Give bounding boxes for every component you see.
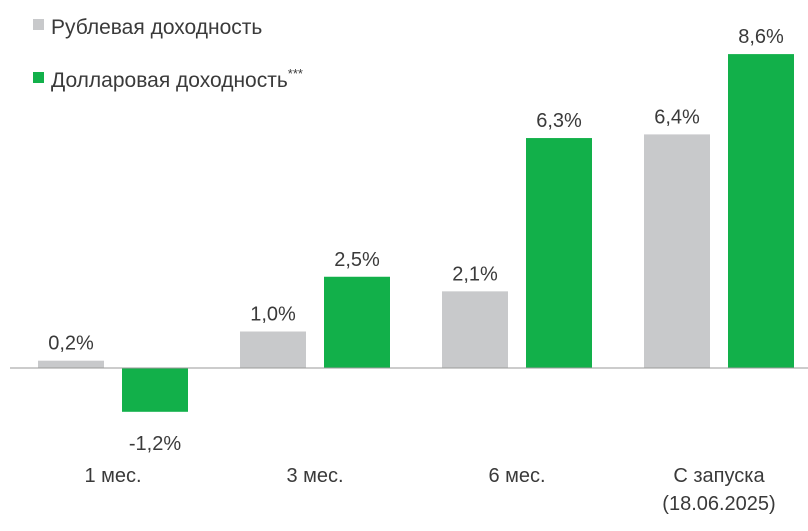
value-label-dollar-4: 8,6% (738, 26, 784, 48)
bar-dollar-3 (526, 138, 592, 368)
legend-label-ruble: Рублевая доходность (51, 16, 262, 39)
value-label-ruble-3: 2,1% (452, 263, 498, 285)
bar-dollar-1 (122, 368, 188, 412)
category-label-1: 1 мес. (84, 465, 141, 487)
bar-ruble-1 (38, 360, 104, 368)
value-labels: 0,2% -1,2% 1,0% 2,5% 2,1% 6,3% 6,4% 8,6% (48, 26, 784, 455)
category-label-4: С запуска (673, 465, 765, 487)
bar-ruble-3 (442, 291, 508, 368)
legend-label-dollar-text: Долларовая доходность (51, 69, 288, 92)
bar-ruble-4 (644, 134, 710, 368)
bar-dollar-2 (324, 276, 390, 368)
legend-label-dollar: Долларовая доходность*** (51, 66, 303, 92)
legend-swatch-ruble (33, 19, 44, 30)
value-label-dollar-1: -1,2% (129, 433, 181, 455)
category-labels: 1 мес. 3 мес. 6 мес. С запуска (18.06.2025) (84, 465, 775, 515)
value-label-ruble-1: 0,2% (48, 333, 94, 355)
value-label-ruble-2: 1,0% (250, 304, 296, 326)
value-label-ruble-4: 6,4% (654, 106, 700, 128)
value-label-dollar-2: 2,5% (334, 249, 380, 271)
category-label-2: 3 мес. (286, 465, 343, 487)
legend-label-dollar-sup: *** (288, 66, 303, 81)
value-label-dollar-3: 6,3% (536, 110, 582, 132)
legend: Рублевая доходность Долларовая доходност… (33, 16, 303, 92)
bar-dollar-4 (728, 54, 794, 368)
bar-ruble-2 (240, 331, 306, 368)
legend-swatch-dollar (33, 72, 44, 83)
category-sublabel-4: (18.06.2025) (662, 493, 775, 515)
category-label-3: 6 мес. (488, 465, 545, 487)
bars (38, 54, 794, 412)
